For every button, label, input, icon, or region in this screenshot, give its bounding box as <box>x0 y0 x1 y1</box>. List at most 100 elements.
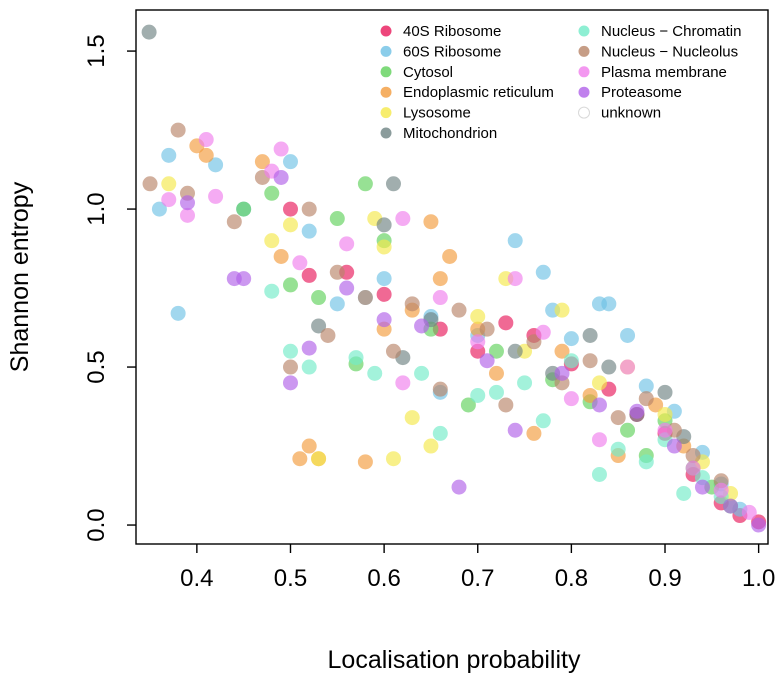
point-7-12 <box>432 381 448 397</box>
legend-swatch-5 <box>380 127 392 139</box>
point-8-5 <box>273 141 289 157</box>
y-axis: 0.0 0.5 1.0 1.5 <box>83 34 136 542</box>
point-8-16 <box>620 359 636 375</box>
legend-swatch-7 <box>578 45 590 57</box>
point-7-9 <box>357 290 373 306</box>
y-tick-label-3: 1.5 <box>83 34 110 67</box>
point-7-5 <box>282 359 298 375</box>
legend-label-9: Proteasome <box>601 84 682 101</box>
point-9-10 <box>479 353 495 369</box>
legend-label-8: Plasma membrane <box>601 64 727 81</box>
point-8-2 <box>198 132 214 148</box>
point-8-12 <box>507 271 523 287</box>
point-7-10 <box>385 343 401 359</box>
point-7-15 <box>498 397 514 413</box>
point-4-2 <box>282 217 298 233</box>
point-8-11 <box>470 334 486 350</box>
point-6-2 <box>301 359 317 375</box>
point-6-1 <box>282 343 298 359</box>
point-7-16 <box>526 334 542 350</box>
point-3-4 <box>292 451 308 467</box>
point-3-16 <box>554 343 570 359</box>
point-2-10 <box>488 343 504 359</box>
point-4-7 <box>404 410 420 426</box>
point-4-12 <box>554 302 570 318</box>
point-6-11 <box>563 353 579 369</box>
point-8-15 <box>591 432 607 448</box>
point-3-12 <box>442 248 458 264</box>
point-9-3 <box>273 169 289 185</box>
point-9-8 <box>414 318 430 334</box>
point-1-1 <box>161 147 177 163</box>
legend-swatch-0 <box>380 25 392 37</box>
point-5-0 <box>141 24 157 40</box>
point-5-6 <box>507 343 523 359</box>
legend-swatch-2 <box>380 66 392 78</box>
point-8-10 <box>432 290 448 306</box>
point-8-17 <box>657 422 673 438</box>
point-9-12 <box>554 365 570 381</box>
legend-label-6: Nucleus − Chromatin <box>601 23 741 40</box>
point-6-6 <box>432 425 448 441</box>
point-9-16 <box>694 479 710 495</box>
point-0-3 <box>376 286 392 302</box>
legend-swatch-3 <box>380 86 392 98</box>
point-1-18 <box>601 296 617 312</box>
point-8-6 <box>292 255 308 271</box>
point-6-5 <box>414 365 430 381</box>
point-6-16 <box>676 485 692 501</box>
x-axis: 0.4 0.5 0.6 0.7 0.8 0.9 1.0 <box>180 544 775 592</box>
point-7-20 <box>638 391 654 407</box>
point-7-18 <box>582 353 598 369</box>
point-8-1 <box>180 207 195 223</box>
point-7-0 <box>142 176 158 192</box>
point-2-9 <box>460 397 476 413</box>
point-9-6 <box>339 280 355 296</box>
point-8-3 <box>208 188 224 204</box>
point-8-0 <box>161 192 177 208</box>
point-1-13 <box>507 233 523 249</box>
legend: 40S Ribosome 60S Ribosome Cytosol Endoplasm… <box>380 23 741 142</box>
point-2-1 <box>264 185 280 201</box>
legend-label-10: unknown <box>601 105 661 122</box>
point-2-0 <box>236 201 252 217</box>
point-9-4 <box>282 375 298 391</box>
point-3-3 <box>273 248 289 264</box>
point-0-1 <box>301 267 317 283</box>
point-5-2 <box>376 217 392 233</box>
point-1-9 <box>376 271 392 287</box>
point-6-9 <box>517 375 533 391</box>
x-tick-label-0: 0.4 <box>180 565 213 592</box>
point-1-6 <box>301 223 317 239</box>
point-1-5 <box>282 154 298 170</box>
point-6-14 <box>638 454 654 470</box>
y-tick-label-1: 0.5 <box>83 350 110 383</box>
point-4-6 <box>385 451 401 467</box>
point-8-13 <box>535 324 551 340</box>
x-tick-label-5: 0.9 <box>648 565 681 592</box>
legend-swatch-1 <box>380 45 392 57</box>
point-4-0 <box>161 176 177 192</box>
point-4-1 <box>264 233 280 249</box>
point-5-9 <box>601 359 617 375</box>
point-4-3 <box>311 451 327 467</box>
legend-swatch-10 <box>578 106 590 119</box>
point-8-9 <box>395 375 411 391</box>
x-tick-label-4: 0.8 <box>555 565 588 592</box>
y-tick-label-2: 1.0 <box>83 192 110 225</box>
point-7-13 <box>451 302 467 318</box>
point-7-6 <box>301 201 317 217</box>
point-4-9 <box>470 309 486 324</box>
legend-label-5: Mitochondrion <box>403 125 497 142</box>
point-2-2 <box>282 277 298 293</box>
legend-label-7: Nucleus − Nucleolus <box>601 43 738 60</box>
legend-swatch-4 <box>380 107 392 119</box>
point-2-13 <box>620 422 636 438</box>
legend-label-2: Cytosol <box>403 64 453 81</box>
point-4-13 <box>591 375 607 391</box>
point-1-0 <box>151 201 167 217</box>
point-3-7 <box>357 454 373 470</box>
point-6-12 <box>591 466 607 482</box>
legend-label-3: Endoplasmic reticulum <box>403 84 554 101</box>
y-axis-label: Shannon entropy <box>6 181 34 372</box>
